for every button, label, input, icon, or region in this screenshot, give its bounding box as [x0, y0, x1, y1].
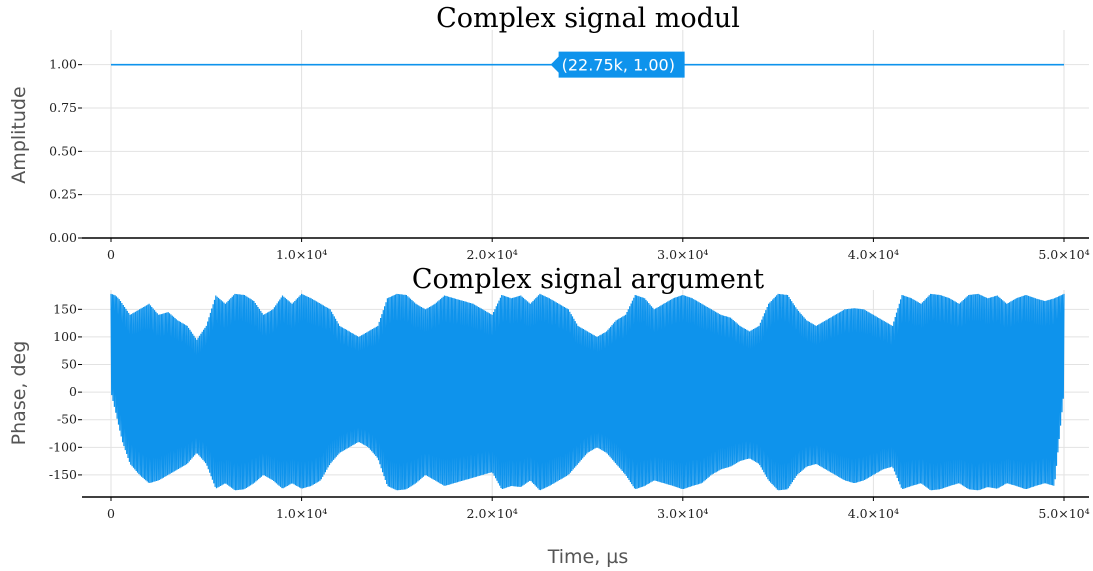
- argument-y-tick-label: 0: [69, 384, 77, 399]
- argument-y-tick-label: -100: [49, 439, 77, 454]
- modulus-y-tick-label: 1.00: [49, 57, 77, 72]
- modulus-x-tick-label: 5.0×10⁴: [1038, 247, 1089, 262]
- argument-y-tick-label: -150: [49, 467, 77, 482]
- argument-y-tick-label: 50: [61, 357, 77, 372]
- modulus-y-ticks: 0.00 0.25 0.50 0.75 1.00: [49, 57, 82, 245]
- argument-y-axis-label: Phase, deg: [8, 341, 30, 446]
- modulus-x-tick-label: 0: [107, 247, 115, 262]
- argument-x-tick-label: 4.0×10⁴: [848, 506, 899, 521]
- argument-y-tick-label: 100: [53, 329, 77, 344]
- modulus-title: Complex signal modul: [436, 3, 740, 34]
- modulus-y-tick-label: 0.50: [49, 143, 77, 158]
- argument-panel: Complex signal argument Phase, deg 150 10…: [8, 264, 1090, 521]
- modulus-x-tick-label: 2.0×10⁴: [467, 247, 518, 262]
- argument-series-line: [110, 293, 1065, 491]
- modulus-x-ticks: 0 1.0×10⁴ 2.0×10⁴ 3.0×10⁴ 4.0×10⁴ 5.0×10⁴: [107, 238, 1090, 262]
- hover-tooltip-background: [550, 51, 685, 78]
- argument-y-tick-label: 150: [53, 301, 77, 316]
- hover-tooltip-text: (22.75k, 1.00): [562, 56, 675, 75]
- modulus-x-tick-label: 1.0×10⁴: [276, 247, 327, 262]
- hover-tooltip: (22.75k, 1.00): [550, 51, 685, 78]
- modulus-x-tick-label: 3.0×10⁴: [657, 247, 708, 262]
- argument-title: Complex signal argument: [412, 264, 764, 295]
- argument-x-ticks: 0 1.0×10⁴ 2.0×10⁴ 3.0×10⁴ 4.0×10⁴ 5.0×10⁴: [107, 497, 1090, 521]
- argument-x-tick-label: 0: [107, 506, 115, 521]
- argument-y-ticks: 150 100 50 0 -50 -100 -150: [49, 301, 82, 482]
- argument-y-tick-label: -50: [57, 412, 77, 427]
- modulus-y-tick-label: 0.00: [49, 230, 77, 245]
- modulus-y-axis-label: Amplitude: [8, 86, 30, 183]
- argument-series: [110, 293, 1065, 491]
- argument-x-tick-label: 1.0×10⁴: [276, 506, 327, 521]
- modulus-panel: Complex signal modul Amplitude 0.000.250…: [8, 3, 1090, 262]
- modulus-y-tick-label: 0.75: [49, 100, 77, 115]
- modulus-y-tick-label: 0.25: [49, 187, 77, 202]
- modulus-x-tick-label: 4.0×10⁴: [848, 247, 899, 262]
- argument-x-tick-label: 5.0×10⁴: [1038, 506, 1089, 521]
- argument-x-tick-label: 3.0×10⁴: [657, 506, 708, 521]
- time-axis-label: Time, µs: [547, 546, 629, 568]
- argument-x-tick-label: 2.0×10⁴: [467, 506, 518, 521]
